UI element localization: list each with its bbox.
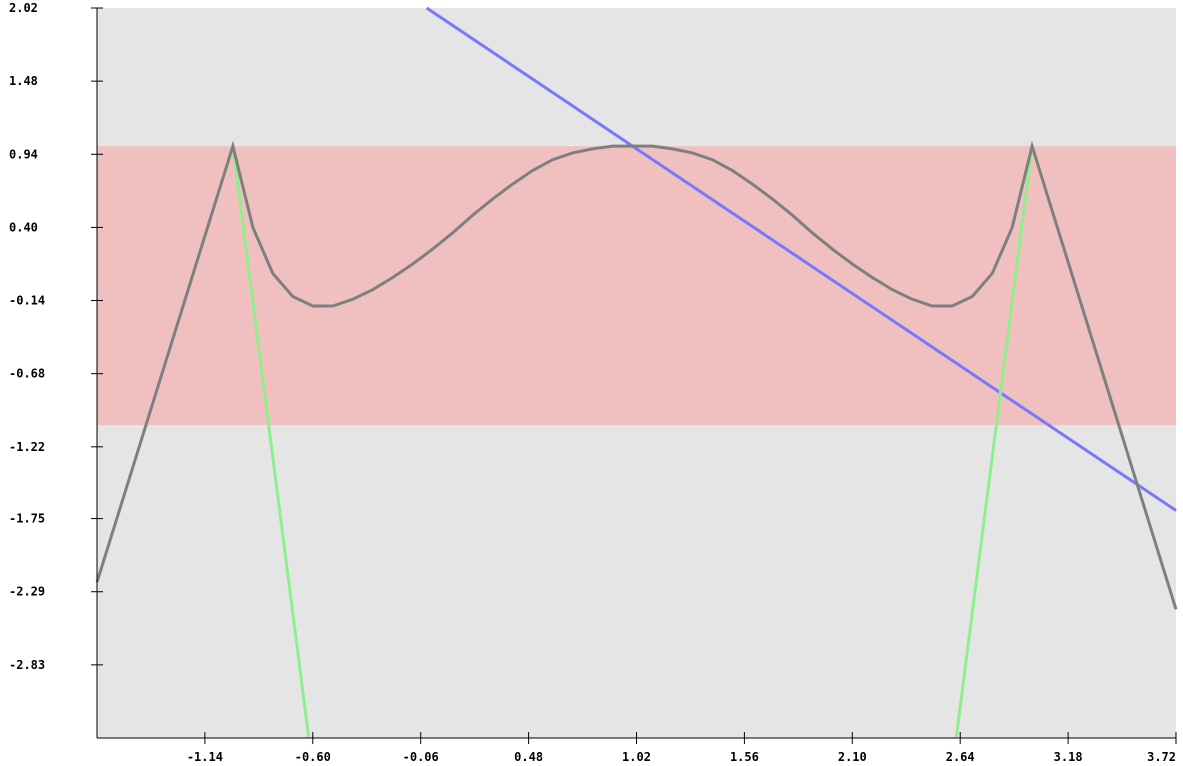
x-tick-label: 2.64	[946, 750, 975, 764]
series-line-3	[954, 145, 1034, 739]
y-tick-label: -0.68	[9, 367, 45, 381]
series-layer	[95, 6, 1178, 739]
highlight-band	[97, 146, 1176, 426]
y-tick-label: -1.22	[9, 440, 45, 454]
x-tick-label: 2.10	[838, 750, 867, 764]
series-line-4	[95, 140, 1178, 610]
y-tick-label: 0.94	[9, 147, 38, 161]
y-tick-label: -0.14	[9, 294, 45, 308]
x-tick-label: 1.56	[730, 750, 759, 764]
y-tick-label: 1.48	[9, 74, 38, 88]
x-tick-label: 0.48	[514, 750, 543, 764]
x-tick-label: -0.06	[403, 750, 439, 764]
y-ticks: 2.02 1.48 0.94 0.40 -0.14 -0.68 -1.22 -1.75 -2.2…	[9, 1, 103, 672]
y-tick-label: -2.83	[9, 658, 45, 672]
x-tick-label: 1.02	[622, 750, 651, 764]
x-tick-label: 3.72	[1147, 750, 1176, 764]
x-tick-label: -0.60	[295, 750, 331, 764]
x-tick-label: 3.18	[1054, 750, 1083, 764]
y-tick-label: -2.29	[9, 585, 45, 599]
series-line-2	[231, 145, 311, 739]
y-tick-label: 2.02	[9, 1, 38, 15]
y-tick-label: 0.40	[9, 220, 38, 234]
x-ticks: -1.14 -0.60 -0.06 0.48 1.02 1.56 2.10 2.64 3.18 3…	[187, 732, 1177, 764]
y-tick-label: -1.75	[9, 512, 45, 526]
x-tick-label: -1.14	[187, 750, 223, 764]
